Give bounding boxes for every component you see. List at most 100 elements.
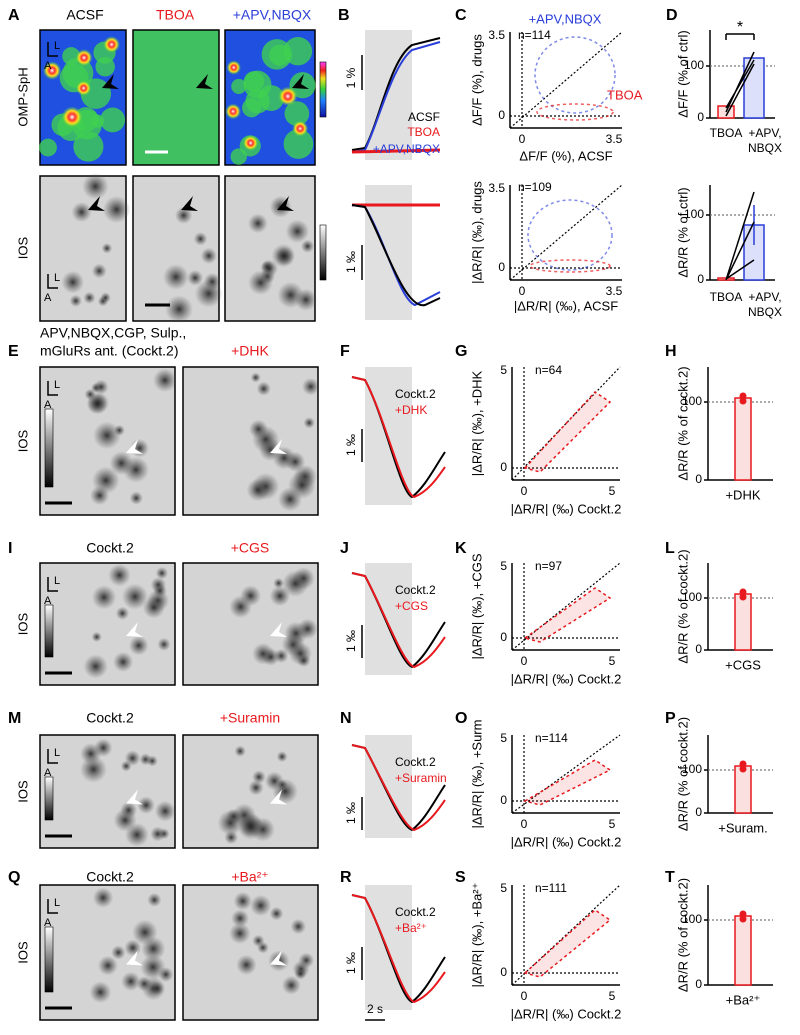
legend-label: +APV,NBQX bbox=[529, 11, 602, 26]
y-tick-label: 0 bbox=[500, 460, 507, 474]
image-blob bbox=[153, 368, 177, 393]
y-axis-label: ΔR/R (% of cockt.2) bbox=[675, 717, 690, 831]
row-label: IOS bbox=[15, 236, 30, 259]
panel-label: L bbox=[665, 540, 675, 557]
point bbox=[739, 765, 747, 773]
y-tick-label: 3.5 bbox=[488, 28, 505, 42]
row-label: OMP-SpH bbox=[15, 67, 30, 126]
image-blob bbox=[120, 760, 132, 772]
image-blob bbox=[294, 967, 307, 980]
trace bbox=[351, 572, 446, 669]
image-blob bbox=[239, 585, 262, 607]
arrowhead bbox=[270, 950, 287, 966]
unity-line bbox=[511, 562, 621, 651]
y-axis-label: |ΔR/R| (‰), drugs bbox=[469, 181, 484, 284]
image-title: APV,NBQX,CGP, Sulp., bbox=[40, 325, 186, 341]
y-axis-label: |ΔR/R| (‰), +Surm bbox=[469, 720, 484, 829]
image-blob bbox=[290, 918, 307, 935]
label: L bbox=[54, 272, 60, 284]
bar bbox=[734, 915, 752, 986]
image-blob bbox=[285, 219, 310, 244]
x-tick-label: +Ba²⁺ bbox=[726, 992, 761, 1007]
image-blob bbox=[82, 173, 109, 200]
image-blob bbox=[157, 637, 171, 651]
colorbar bbox=[44, 604, 54, 658]
unity-line bbox=[511, 884, 621, 986]
image-blob bbox=[121, 971, 141, 992]
image-title: mGluRs ant. (Cockt.2) bbox=[40, 343, 178, 359]
image-blob bbox=[137, 796, 155, 815]
image-spot bbox=[103, 36, 121, 53]
image-blob bbox=[284, 101, 310, 126]
image-blob bbox=[90, 485, 110, 506]
significance: * bbox=[737, 19, 743, 36]
point bbox=[739, 593, 747, 601]
image-blob bbox=[248, 270, 273, 296]
y-tick-label: 0 bbox=[697, 272, 704, 286]
image-blob bbox=[124, 822, 149, 847]
image-blob bbox=[71, 202, 92, 223]
label: L bbox=[54, 897, 60, 909]
x-tick-label: 5 bbox=[609, 989, 616, 1003]
y-axis-label: |ΔR/R| (‰), +Ba²⁺ bbox=[469, 882, 484, 987]
y-tick-label: 0 bbox=[498, 108, 505, 122]
image-blob bbox=[115, 606, 130, 620]
legend-label: +CGS bbox=[395, 599, 428, 613]
x-tick-label: TBOA bbox=[710, 126, 743, 140]
legend-label: TBOA bbox=[407, 125, 440, 139]
legend-label: ACSF bbox=[408, 110, 440, 124]
point bbox=[739, 760, 747, 768]
arrowhead bbox=[126, 622, 143, 637]
image-title: +DHK bbox=[231, 343, 269, 359]
image-blob bbox=[91, 585, 117, 610]
panel-label: E bbox=[8, 343, 19, 360]
image-blob bbox=[162, 264, 189, 290]
x-axis-label: |ΔR/R| (‰), ACSF bbox=[514, 298, 618, 313]
panel-label: S bbox=[455, 869, 466, 886]
image-spot bbox=[42, 61, 62, 80]
image-spot bbox=[292, 120, 309, 137]
image-blob bbox=[224, 830, 239, 845]
orientation-marker bbox=[47, 42, 58, 57]
image-blob bbox=[100, 292, 111, 303]
image-blob bbox=[108, 563, 131, 587]
point bbox=[739, 915, 747, 923]
image-spot bbox=[278, 86, 298, 106]
image-blob bbox=[230, 148, 247, 165]
label: A bbox=[44, 292, 52, 304]
y-axis-label: ΔR/R (% of cockt.2) bbox=[675, 549, 690, 663]
image-blob bbox=[297, 653, 311, 668]
legend-label: +DHK bbox=[395, 403, 427, 417]
panel-label: P bbox=[665, 710, 676, 727]
panel-label: R bbox=[340, 869, 352, 886]
stimulus-band bbox=[365, 30, 412, 160]
label: 1 ‰ bbox=[344, 630, 358, 652]
x-tick-label: 0 bbox=[519, 284, 526, 298]
panel-label: T bbox=[665, 869, 675, 886]
image-blob bbox=[242, 98, 262, 118]
image-blob bbox=[73, 131, 104, 162]
image-spot bbox=[75, 80, 92, 96]
legend-label: +APV,NBQX bbox=[373, 142, 440, 156]
y-tick-label: 100 bbox=[682, 762, 702, 776]
orientation-marker bbox=[47, 274, 58, 289]
panel-label: M bbox=[8, 710, 21, 727]
x-tick-label: +Suram. bbox=[718, 820, 768, 835]
image-blob bbox=[146, 755, 158, 767]
image-blob bbox=[229, 922, 251, 945]
image-blob bbox=[283, 129, 314, 159]
y-tick-label: 0 bbox=[695, 472, 702, 486]
annotation: n=114 bbox=[535, 731, 568, 745]
x-axis-label: ΔF/F (%), ACSF bbox=[519, 148, 612, 163]
trace bbox=[351, 376, 446, 499]
y-tick-label: 100 bbox=[682, 590, 702, 604]
image-blob bbox=[281, 975, 301, 995]
column-title: TBOA bbox=[156, 7, 195, 23]
arrowhead bbox=[181, 196, 198, 211]
image-blob bbox=[277, 487, 303, 512]
image-blob bbox=[129, 491, 143, 505]
label: L bbox=[54, 747, 60, 759]
point-cloud bbox=[536, 103, 614, 121]
x-tick-label: +APV, bbox=[748, 290, 781, 304]
